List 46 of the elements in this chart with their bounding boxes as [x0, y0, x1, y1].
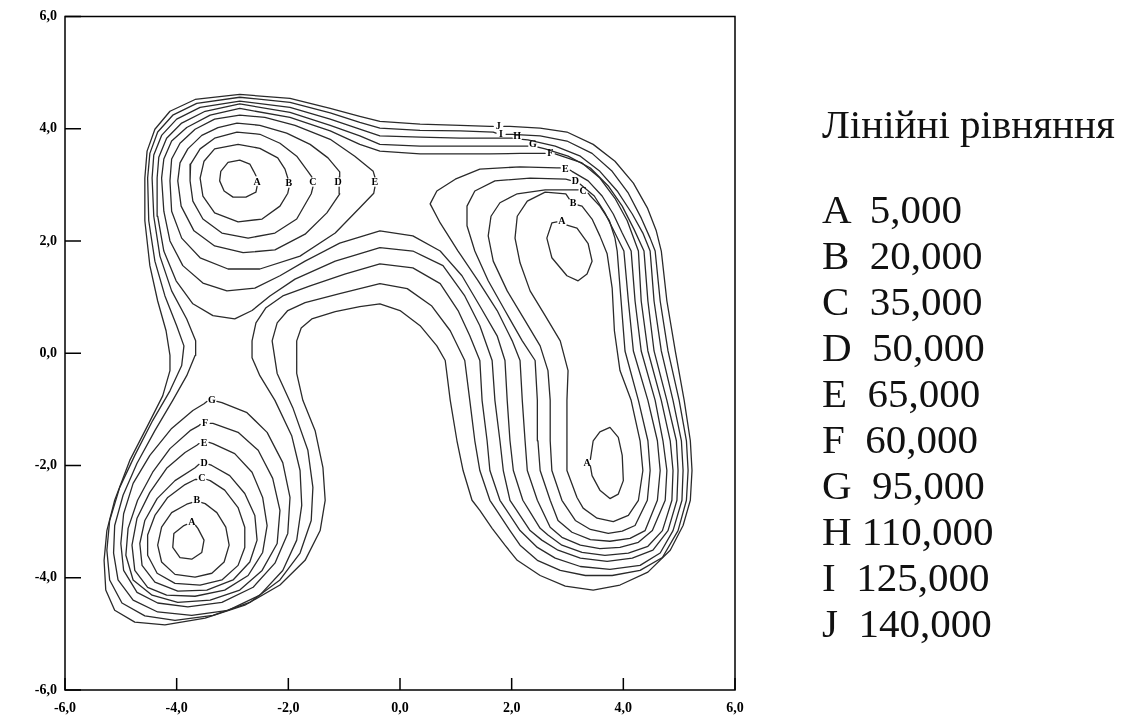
text: E 65,000 — [822, 370, 982, 416]
x-tick-label: -2,0 — [277, 700, 300, 716]
x-tick-label: 2,0 — [502, 700, 521, 716]
annotation: J — [495, 120, 501, 132]
annotation: A — [558, 214, 567, 226]
annotation: B — [285, 177, 293, 189]
annotation: G — [528, 138, 537, 150]
x-tick-label: 0,0 — [391, 700, 409, 716]
text: A 5,000 — [822, 186, 964, 232]
annotation: A — [253, 176, 262, 188]
text: D 50,000 — [822, 324, 986, 370]
annotation: E — [200, 436, 208, 448]
annotation: C — [309, 176, 317, 188]
text: F 60,000 — [822, 416, 980, 462]
text: C 35,000 — [822, 278, 984, 324]
annotation: D — [571, 174, 579, 186]
y-tick-label: 2,0 — [39, 232, 57, 248]
annotation: A — [583, 456, 592, 468]
text: J 140,000 — [822, 600, 993, 646]
x-tick-label: -6,0 — [53, 700, 77, 716]
y-tick-label: -2,0 — [34, 457, 57, 473]
annotation: D — [200, 457, 208, 469]
annotation: B — [569, 196, 577, 208]
text: Лінійні рівняння — [822, 101, 1115, 147]
y-tick-label: 0,0 — [39, 344, 57, 360]
annotation: C — [579, 185, 587, 197]
y-tick-label: -6,0 — [34, 681, 57, 697]
annotation: D — [334, 176, 342, 188]
y-tick-label: 4,0 — [39, 120, 57, 136]
annotation: E — [371, 176, 379, 188]
text: H 110,000 — [822, 508, 995, 554]
annotation: I — [499, 128, 504, 140]
x-tick-label: -4,0 — [165, 700, 188, 716]
y-tick-label: -4,0 — [34, 569, 57, 585]
annotation: E — [561, 163, 569, 175]
x-tick-label: 4,0 — [614, 700, 633, 716]
annotation: C — [198, 472, 206, 484]
y-tick-label: 6,0 — [39, 8, 57, 24]
annotation: B — [193, 494, 201, 506]
text: G 95,000 — [822, 462, 986, 508]
annotation: F — [202, 417, 209, 429]
text: B 20,000 — [822, 232, 984, 278]
text: I 125,000 — [822, 554, 991, 600]
annotation: G — [207, 394, 216, 406]
x-tick-label: 6,0 — [726, 700, 744, 716]
annotation: A — [188, 515, 197, 527]
